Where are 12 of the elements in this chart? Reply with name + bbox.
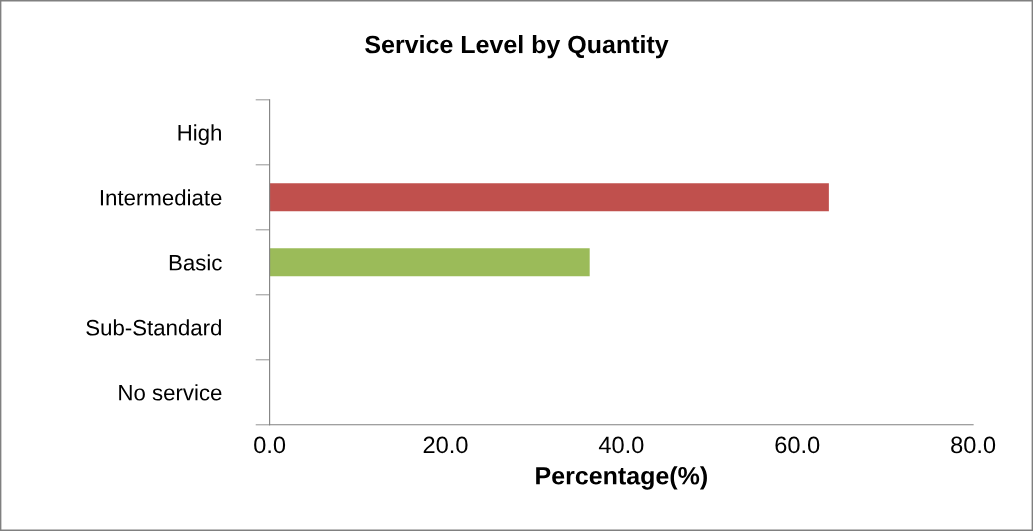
x-tick-label: 0.0 — [254, 436, 286, 454]
chart-title: Service Level by Quantity — [365, 34, 669, 59]
x-axis-title: Percentage(%) — [536, 466, 707, 490]
x-tick-label: 60.0 — [775, 436, 820, 454]
y-tick-label: High — [178, 124, 221, 145]
x-tick-label: 40.0 — [598, 436, 644, 454]
x-tick-label: 80.0 — [951, 436, 996, 454]
y-tick-label: No service — [119, 384, 222, 401]
y-tick-label: Sub-Standard — [86, 319, 221, 336]
x-tick-label: 20.0 — [423, 436, 468, 454]
y-tick-label: Basic — [169, 254, 222, 271]
y-tick-label: Intermediate — [100, 189, 222, 206]
